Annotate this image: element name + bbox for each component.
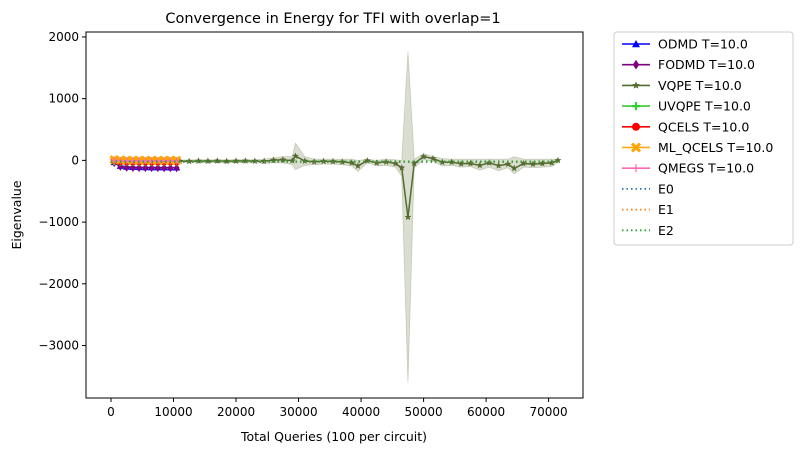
legend-label: E0 xyxy=(658,181,674,196)
plot-frame xyxy=(86,32,583,398)
x-tick-label: 40000 xyxy=(342,405,380,419)
vqpe-t-10-0-confidence-band xyxy=(114,52,558,383)
y-tick-label: −2000 xyxy=(38,277,79,291)
legend-label: QMEGS T=10.0 xyxy=(658,161,754,176)
y-tick-label: 0 xyxy=(71,153,79,167)
x-tick-label: 0 xyxy=(107,405,115,419)
x-tick-label: 50000 xyxy=(404,405,442,419)
legend-label: UVQPE T=10.0 xyxy=(658,99,751,114)
y-axis-label: Eigenvalue xyxy=(9,180,24,249)
y-tick-label: 1000 xyxy=(48,92,79,106)
y-tick-label: −3000 xyxy=(38,339,79,353)
x-tick-label: 30000 xyxy=(279,405,317,419)
legend-label: E1 xyxy=(658,202,674,217)
x-tick-label: 60000 xyxy=(467,405,505,419)
y-tick-label: −1000 xyxy=(38,215,79,229)
y-tick-label: 2000 xyxy=(48,30,79,44)
legend-label: E2 xyxy=(658,223,674,238)
legend-label: ML_QCELS T=10.0 xyxy=(658,140,773,155)
legend-label: ODMD T=10.0 xyxy=(658,37,748,52)
x-tick-label: 20000 xyxy=(217,405,255,419)
x-axis: 0 10000 20000 30000 40000 50000 60000 70000 xyxy=(107,398,568,419)
x-tick-label: 70000 xyxy=(530,405,568,419)
legend-marker xyxy=(632,123,640,131)
legend: ODMD T=10.0 FODMD T=10.0 VQPE T=10.0 UVQPE … xyxy=(614,32,793,245)
chart-title: Convergence in Energy for TFI with overl… xyxy=(165,11,500,27)
y-axis: 2000 1000 0 −1000 −2000 −3000 xyxy=(38,30,86,353)
x-tick-label: 10000 xyxy=(154,405,192,419)
legend-label: VQPE T=10.0 xyxy=(658,78,742,93)
x-axis-label: Total Queries (100 per circuit) xyxy=(240,429,427,444)
legend-label: FODMD T=10.0 xyxy=(658,57,755,72)
legend-label: QCELS T=10.0 xyxy=(658,119,749,134)
plot-area xyxy=(111,52,562,383)
